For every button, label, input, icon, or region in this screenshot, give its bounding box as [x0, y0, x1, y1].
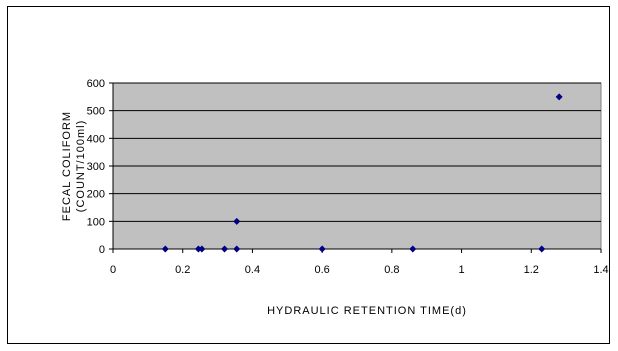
- data-point: [221, 245, 229, 253]
- y-axis-title-line2: (COUNT/100ml): [75, 120, 87, 212]
- data-point: [409, 245, 417, 253]
- tick-labels: 0 100 200 300 400 500 600 0 0.2 0.4 0.6 0.8 1 1.2 1.4: [87, 78, 609, 276]
- y-tick-label: 400: [87, 133, 105, 145]
- y-tick-label: 500: [87, 106, 105, 118]
- data-point: [233, 217, 241, 225]
- x-tick-label: 1.4: [593, 264, 608, 276]
- y-tick-label: 300: [87, 161, 105, 173]
- x-tick-label: 1: [459, 264, 465, 276]
- x-tick-label: 0.4: [245, 264, 260, 276]
- data-points: [161, 93, 563, 253]
- y-tick-label: 0: [99, 244, 105, 256]
- x-tick-label: 1.2: [524, 264, 539, 276]
- chart-frame: 0 100 200 300 400 500 600 0 0.2 0.4 0.6 0.8 1 1.2 1.4 …: [7, 6, 610, 344]
- y-tick-label: 100: [87, 216, 105, 228]
- data-point: [555, 93, 563, 101]
- data-point: [318, 245, 326, 253]
- x-tick-label: 0: [110, 264, 116, 276]
- y-axis-title: FECAL COLIFORM (COUNT/100ml): [61, 111, 87, 221]
- data-point: [538, 245, 546, 253]
- x-tick-label: 0.2: [175, 264, 190, 276]
- x-tick-label: 0.6: [314, 264, 329, 276]
- y-tick-label: 600: [87, 78, 105, 90]
- data-point: [161, 245, 169, 253]
- gridlines: [113, 82, 601, 222]
- y-tick-label: 200: [87, 189, 105, 201]
- x-axis-title: HYDRAULIC RETENTION TIME(d): [267, 305, 467, 317]
- data-point: [198, 245, 206, 253]
- y-axis-title-line1: FECAL COLIFORM: [61, 111, 73, 221]
- x-tick-label: 0.8: [384, 264, 399, 276]
- data-point: [233, 245, 241, 253]
